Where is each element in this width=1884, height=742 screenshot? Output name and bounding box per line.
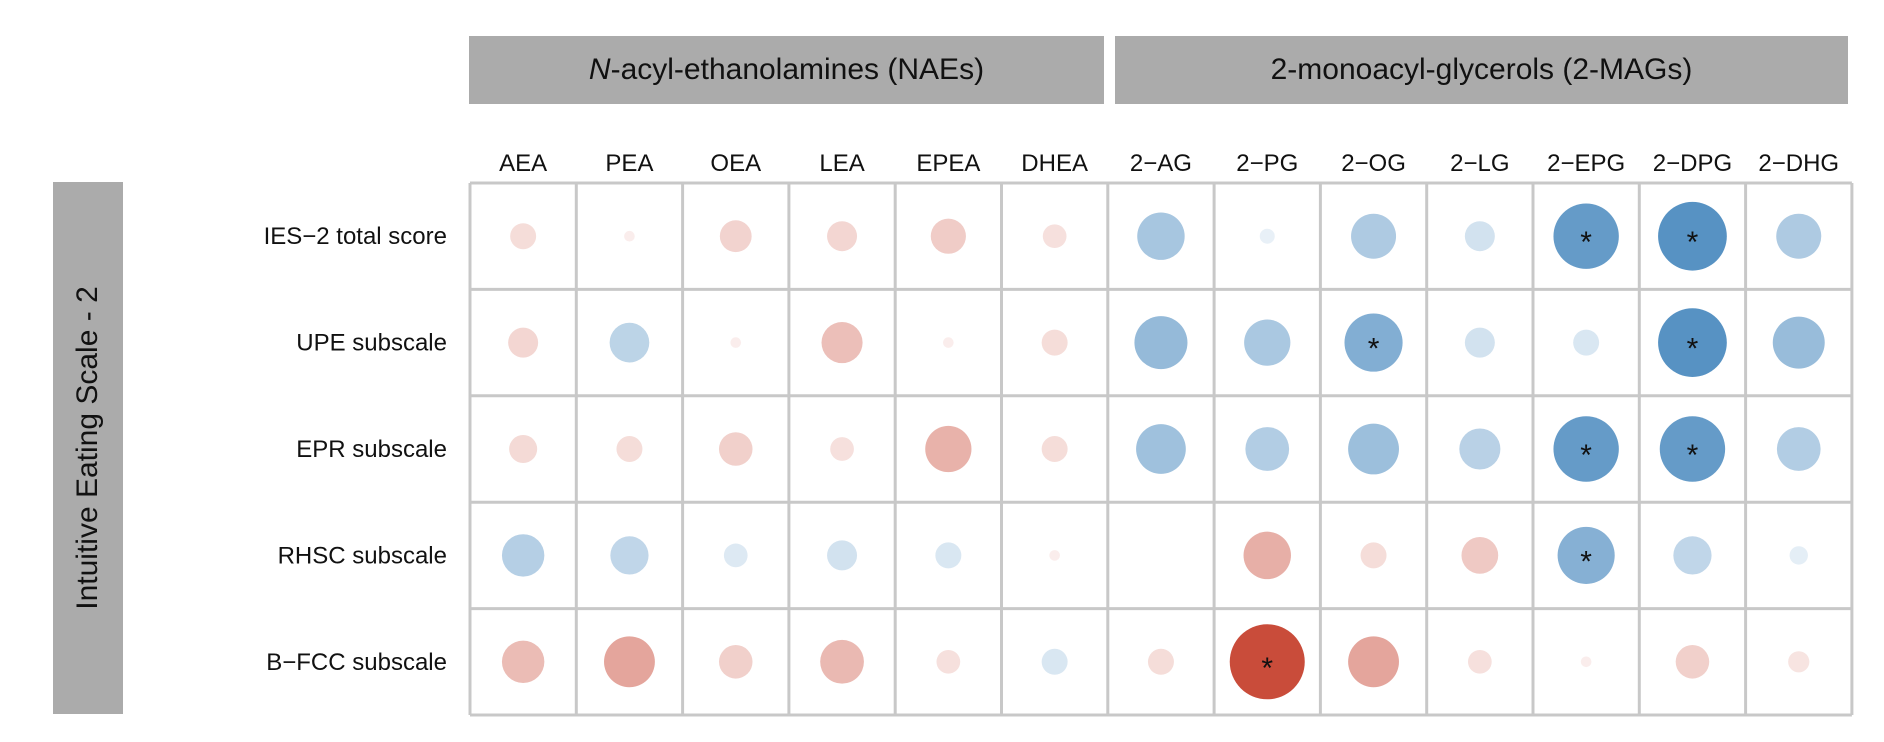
correlation-circle [1259,228,1275,244]
correlation-circle [1467,649,1492,674]
correlation-circle [930,218,966,254]
correlation-circle [1788,651,1810,673]
correlation-circle [1042,224,1067,249]
significance-marker: * [1687,439,1699,472]
grid [468,181,1854,717]
nae-group-italic: N [588,53,611,86]
column-label: 2−DHG [1758,150,1839,177]
correlation-circle [925,425,972,473]
correlation-circle [510,223,537,250]
correlation-circle [821,322,863,364]
nae-group-banner: N -acyl-ethanolamines (NAEs) [469,36,1104,104]
correlation-circle [1244,319,1291,366]
column-label: OEA [710,150,761,177]
column-label: 2−EPG [1547,150,1625,177]
correlation-circle [508,327,539,358]
correlation-circle [1049,550,1060,561]
correlation-circle [935,542,962,569]
significance-marker: * [1687,333,1699,366]
correlation-circle [1553,416,1619,482]
correlation-circle [1464,327,1495,358]
significance-marker: * [1687,226,1699,259]
correlation-circle [610,536,649,575]
column-label: 2−PG [1236,150,1298,177]
correlation-circle [827,221,858,252]
significance-marker: * [1368,333,1380,366]
nae-group-label: -acyl-ethanolamines (NAEs) [610,53,985,86]
mag-group-banner: 2-monoacyl-glycerols (2-MAGs) [1115,36,1848,104]
correlation-circle [1136,424,1186,474]
column-label: 2−OG [1341,150,1406,177]
column-label: 2−AG [1130,150,1192,177]
correlation-circle [1580,656,1592,668]
correlation-circle [1137,212,1185,260]
column-label: AEA [499,150,547,177]
correlation-circle [1360,542,1387,569]
correlation-circle [509,434,538,464]
correlation-circle [1348,636,1399,688]
correlation-circle [1658,201,1727,271]
correlation-circle [1348,423,1399,475]
correlation-circle [730,337,742,348]
row-label: IES−2 total score [264,223,447,250]
correlation-circle [1041,648,1068,675]
correlation-circle [718,432,753,466]
row-label: RHSC subscale [278,542,447,569]
correlation-circle [1243,531,1291,580]
correlation-circle [604,636,655,688]
correlation-circle [624,230,635,242]
correlation-circle [1776,427,1821,471]
correlation-circle [1658,308,1727,377]
correlation-circle [1553,203,1619,269]
correlation-circle [723,543,748,568]
correlation-circle [1776,213,1822,259]
row-label: EPR subscale [296,436,447,463]
column-label: EPEA [916,150,980,177]
correlation-circle [1557,526,1615,584]
significance-marker: * [1580,545,1592,578]
correlation-circle [616,436,643,462]
correlation-circle [1147,648,1174,675]
correlation-circle [1573,329,1600,356]
correlation-circle [1229,624,1305,700]
significance-marker: * [1580,439,1592,472]
row-label: B−FCC subscale [266,649,447,676]
correlation-circle [1789,546,1808,565]
row-label: UPE subscale [296,330,447,357]
correlation-circle [830,437,854,461]
correlation-circle [820,639,864,684]
correlation-circle [1041,436,1068,462]
correlation-circle [1245,427,1290,471]
correlation-circle [1351,213,1397,259]
correlation-circle [501,534,545,577]
correlation-circle [1459,428,1501,470]
column-label: 2−LG [1450,150,1509,177]
correlation-circle [718,645,753,679]
correlation-circle [1464,221,1495,252]
correlation-circle [943,337,954,348]
column-label: DHEA [1021,150,1088,177]
column-label: LEA [819,150,864,177]
correlation-circle [719,220,752,253]
correlation-circle [1673,536,1712,575]
correlation-circle [501,640,545,684]
column-label: 2−DPG [1653,150,1732,177]
correlation-circle [827,540,858,571]
correlation-circle [1675,645,1710,679]
correlation-circle [1344,313,1403,372]
intuitive-eating-side-banner: Intuitive Eating Scale - 2 [53,182,123,714]
significance-marker: * [1580,226,1592,259]
correlation-circle [1772,316,1825,369]
correlation-circle [1461,537,1499,574]
correlation-circle [1041,329,1068,356]
correlation-circle [1659,416,1726,482]
correlation-circle [1134,316,1188,370]
significance-marker: * [1261,652,1273,685]
column-label: PEA [605,150,653,177]
correlation-circle [936,649,961,674]
mag-group-label: 2-monoacyl-glycerols (2-MAGs) [1270,53,1693,86]
correlation-circle [609,322,650,363]
